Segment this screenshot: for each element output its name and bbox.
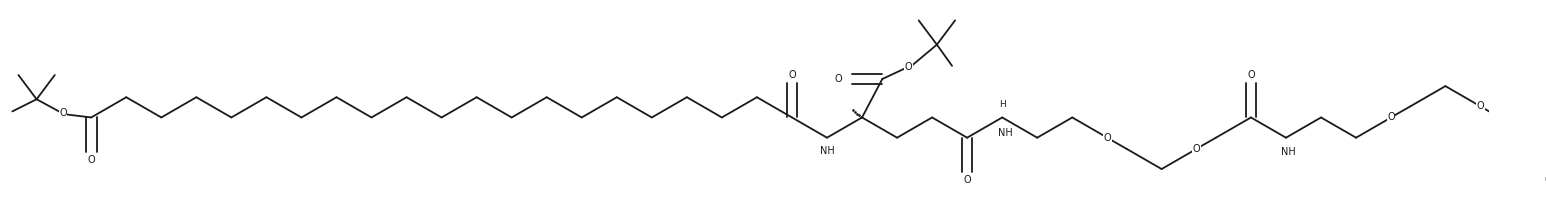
- Text: O: O: [788, 70, 796, 80]
- Text: O: O: [59, 108, 66, 119]
- Text: O: O: [904, 62, 912, 72]
- Text: O: O: [1248, 70, 1255, 80]
- Text: NH: NH: [997, 128, 1013, 138]
- Text: O: O: [835, 74, 843, 84]
- Text: O: O: [1476, 101, 1484, 111]
- Text: O: O: [88, 155, 94, 165]
- Text: OH: OH: [1544, 175, 1546, 185]
- Text: O: O: [1104, 133, 1112, 143]
- Text: O: O: [1387, 112, 1394, 123]
- Text: NH: NH: [819, 146, 835, 156]
- Text: O: O: [1194, 144, 1200, 154]
- Text: NH: NH: [1280, 147, 1296, 157]
- Text: O: O: [963, 175, 971, 185]
- Text: H: H: [999, 100, 1005, 109]
